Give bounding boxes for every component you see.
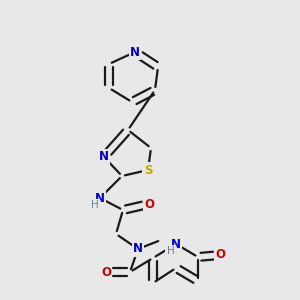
Text: N: N <box>133 242 143 256</box>
Text: H: H <box>167 247 175 256</box>
Text: N: N <box>99 151 109 164</box>
Text: N: N <box>130 46 140 59</box>
Text: O: O <box>144 197 154 211</box>
Text: O: O <box>101 266 111 278</box>
Text: S: S <box>144 164 152 176</box>
Text: O: O <box>215 248 225 262</box>
Text: H: H <box>91 200 98 211</box>
Text: N: N <box>95 191 105 205</box>
Text: N: N <box>171 238 181 250</box>
